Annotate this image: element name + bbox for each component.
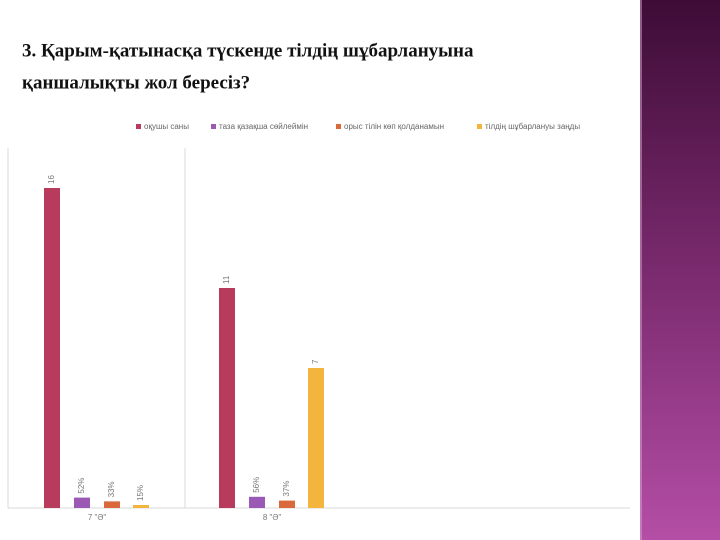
data-label: 33%	[107, 481, 116, 497]
side-strip	[640, 0, 720, 540]
bar	[133, 505, 149, 508]
bar	[219, 288, 235, 508]
legend-swatch	[336, 124, 341, 129]
bar	[44, 188, 60, 508]
bar	[308, 368, 324, 508]
slide-title-line: 3. Қарым-қатынасқа түскенде тілдің шұбар…	[22, 40, 474, 61]
bar	[249, 496, 265, 508]
legend-swatch	[136, 124, 141, 129]
legend-swatch	[211, 124, 216, 129]
legend-label: тілдің шұбарлануы заңды	[485, 122, 580, 131]
data-label: 52%	[77, 478, 86, 494]
data-label: 11	[222, 275, 231, 284]
legend-label: орыс тілін көп қолданамын	[344, 122, 444, 131]
legend-swatch	[477, 124, 482, 129]
x-tick-label: 8 "Ә"	[263, 513, 282, 522]
data-label: 56%	[252, 477, 261, 493]
data-label: 15%	[136, 485, 145, 501]
data-label: 16	[47, 175, 56, 184]
x-tick-label: 7 "Ә"	[88, 513, 107, 522]
data-label: 7	[311, 359, 320, 364]
bar	[74, 497, 90, 508]
bar	[279, 500, 295, 508]
data-label: 37%	[282, 481, 291, 497]
legend-label: таза қазақша сөйлеймін	[219, 122, 308, 131]
slide-title-line: қаншалықты жол бересіз?	[22, 72, 250, 93]
bar	[104, 501, 120, 508]
legend-label: оқушы саны	[144, 122, 189, 131]
